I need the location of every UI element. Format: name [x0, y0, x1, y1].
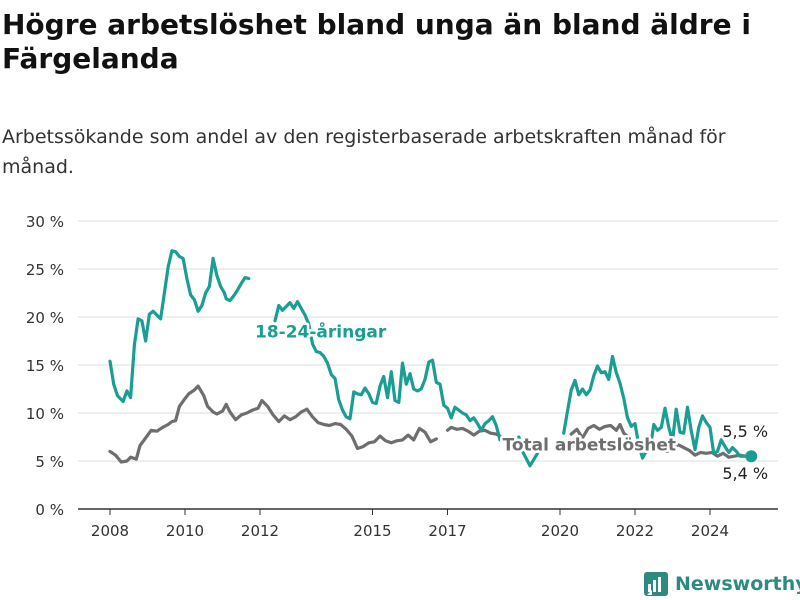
y-tick-label: 15 % — [26, 357, 64, 375]
y-tick-label: 25 % — [26, 261, 64, 279]
y-tick-label: 20 % — [26, 309, 64, 327]
y-axis: 0 % 5 % 10 % 15 % 20 % 25 % 30 % — [26, 213, 64, 519]
newsworthy-brand[interactable]: Newsworthy — [643, 568, 800, 600]
series-lines — [108, 249, 753, 468]
total-series-label: Total arbetslöshet — [503, 436, 677, 456]
x-tick-label: 2017 — [428, 522, 466, 540]
y-tick-label: 30 % — [26, 213, 64, 231]
x-tick-label: 2015 — [353, 522, 391, 540]
total-series-line — [108, 384, 753, 464]
total-end-label: 5,4 % — [722, 464, 768, 483]
y-tick-label: 0 % — [35, 501, 64, 519]
x-tick-label: 2008 — [91, 522, 129, 540]
chart-subtitle: Arbetssökande som andel av den registerb… — [2, 126, 726, 178]
youth-end-label: 5,5 % — [722, 422, 768, 441]
chart-title: Högre arbetslöshet bland unga än bland ä… — [2, 8, 751, 75]
x-tick-label: 2012 — [241, 522, 279, 540]
x-tick-label: 2010 — [166, 522, 204, 540]
series-labels: 18-24-åringar Total arbetslöshet 5,5 % 5,4 … — [253, 318, 769, 483]
x-tick-label: 2024 — [691, 522, 729, 540]
youth-series-line — [108, 249, 753, 468]
newsworthy-logo-icon — [644, 572, 668, 596]
brand-name: Newsworthy — [675, 573, 800, 595]
x-tick-label: 2020 — [541, 522, 579, 540]
x-tick-label: 2022 — [616, 522, 654, 540]
x-axis: 2008 2010 2012 2015 2017 2020 2022 2024 — [91, 509, 729, 540]
y-tick-label: 5 % — [35, 453, 64, 471]
youth-series-label: 18-24-åringar — [255, 320, 387, 342]
y-tick-label: 10 % — [26, 405, 64, 423]
youth-end-point — [745, 450, 758, 463]
